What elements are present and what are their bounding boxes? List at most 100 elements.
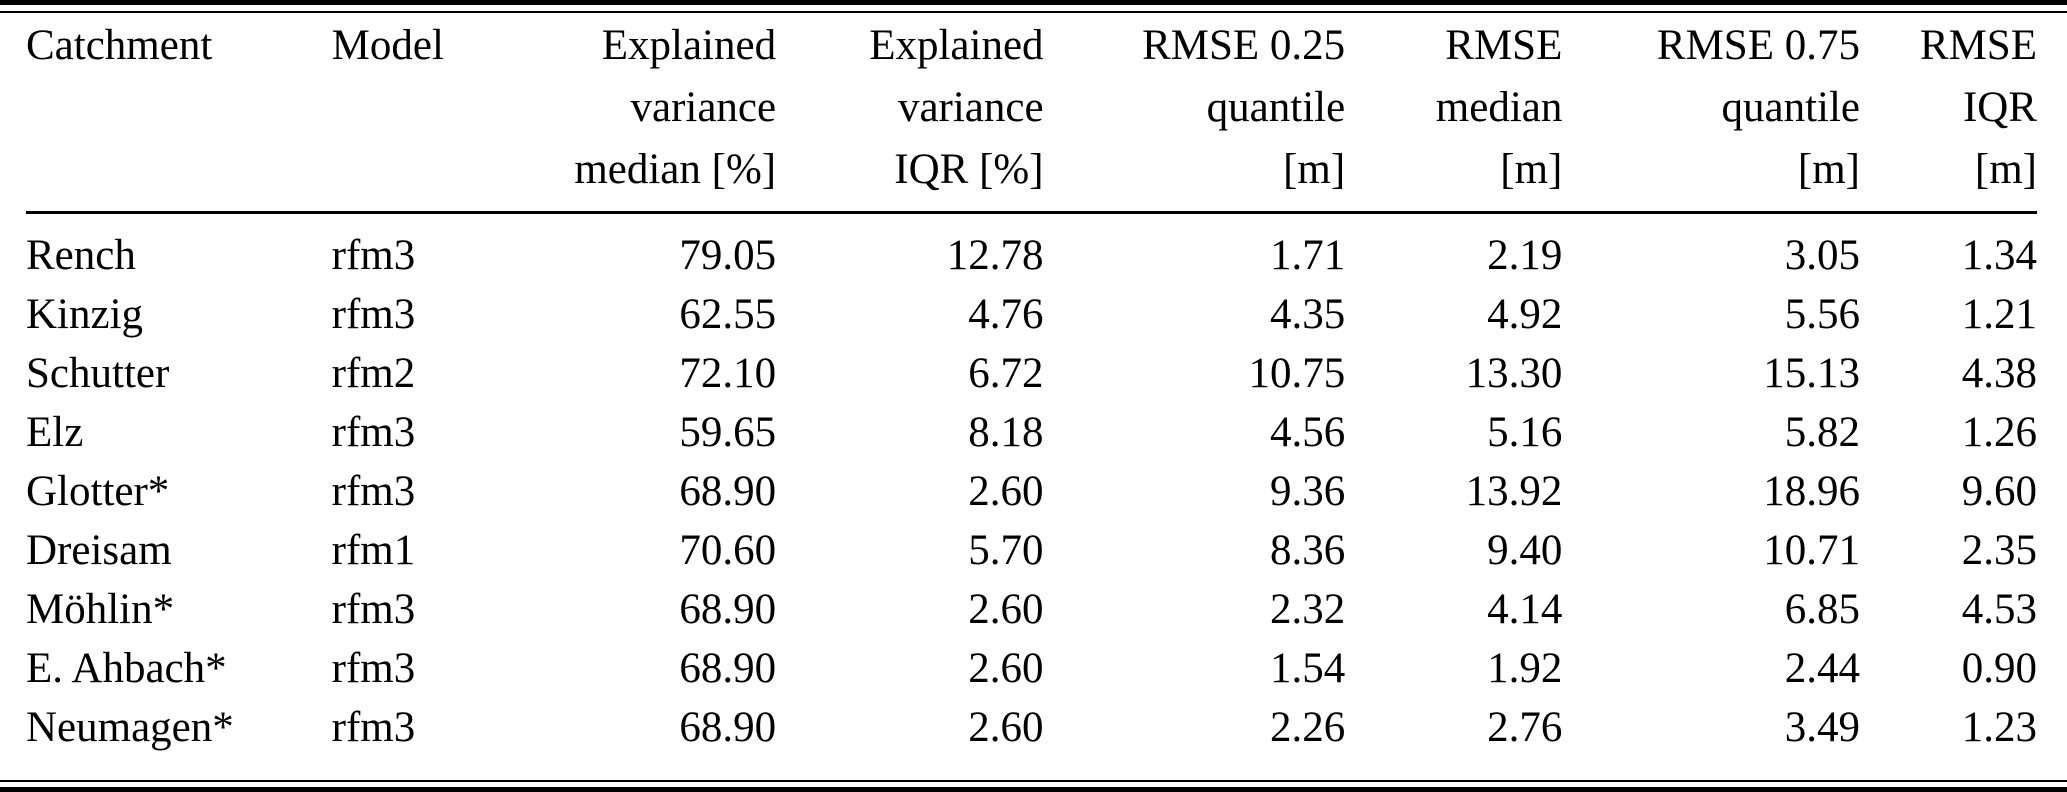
cell-rmse-median: 9.40 [1487, 527, 1563, 574]
cell-rmse-025-quantile: 1.54 [1269, 645, 1346, 692]
cell-rmse-median: 2.76 [1487, 704, 1563, 751]
table-row: Kinzig rfm3 62.55 4.76 4.35 4.92 5.56 1.21 [26, 285, 2037, 344]
col-header-rmse-025-quantile: RMSE 0.25 quantile [m] [1043, 13, 1346, 214]
col-header-catchment: Catchment [26, 13, 332, 214]
table-body: Rench rfm3 79.05 12.78 1.71 2.19 3.05 1.34 Kinzi… [26, 213, 2037, 758]
cell-rmse-075-quantile: 5.56 [1784, 291, 1860, 338]
cell-catchment: Schutter [26, 350, 170, 397]
cell-explained-variance-iqr: 6.72 [968, 350, 1044, 397]
cell-rmse-075-quantile: 3.49 [1784, 704, 1860, 751]
col-header-line: Explained [601, 22, 777, 69]
cell-rmse-iqr: 4.53 [1961, 586, 2037, 633]
cell-rmse-median: 1.92 [1487, 645, 1563, 692]
cell-catchment: Dreisam [26, 527, 172, 574]
col-header-line: variance [630, 84, 777, 131]
cell-explained-variance-iqr: 2.60 [968, 645, 1044, 692]
cell-rmse-median: 2.19 [1487, 232, 1563, 279]
cell-rmse-iqr: 0.90 [1961, 645, 2037, 692]
cell-model: rfm3 [331, 232, 416, 279]
cell-model: rfm3 [331, 409, 416, 456]
cell-catchment: Rench [26, 232, 136, 279]
cell-rmse-iqr: 9.60 [1961, 468, 2037, 515]
col-header-line: quantile [1721, 84, 1860, 131]
col-header-line: RMSE 0.25 [1142, 22, 1346, 69]
col-header-line: [m] [1797, 146, 1860, 193]
table-bottom-rules [0, 780, 2067, 792]
cell-model: rfm3 [331, 645, 416, 692]
col-header-line: [m] [1500, 146, 1563, 193]
cell-rmse-075-quantile: 18.96 [1763, 468, 1860, 515]
cell-rmse-075-quantile: 10.71 [1763, 527, 1860, 574]
cell-rmse-median: 13.92 [1465, 468, 1563, 515]
table-row: E. Ahbach* rfm3 68.90 2.60 1.54 1.92 2.44 0.90 [26, 639, 2037, 698]
table-row: Elz rfm3 59.65 8.18 4.56 5.16 5.82 1.26 [26, 403, 2037, 462]
cell-rmse-075-quantile: 5.82 [1784, 409, 1860, 456]
header-row: Catchment Model Explained variance median [%… [26, 13, 2037, 214]
col-header-line: variance [897, 84, 1044, 131]
cell-rmse-iqr: 1.34 [1961, 232, 2037, 279]
cell-explained-variance-median: 70.60 [679, 527, 777, 574]
cell-catchment: E. Ahbach* [26, 645, 227, 692]
cell-rmse-median: 13.30 [1465, 350, 1563, 397]
col-header-line: IQR [1962, 84, 2037, 131]
col-header-line: RMSE [1445, 22, 1563, 69]
results-table: Catchment Model Explained variance median [%… [26, 13, 2037, 757]
cell-rmse-iqr: 1.23 [1961, 704, 2037, 751]
cell-rmse-075-quantile: 2.44 [1784, 645, 1860, 692]
cell-explained-variance-iqr: 4.76 [968, 291, 1044, 338]
cell-explained-variance-iqr: 2.60 [968, 704, 1044, 751]
col-header-rmse-iqr: RMSE IQR [m] [1860, 13, 2037, 214]
table-bottom-rule-thin [0, 780, 2067, 782]
table-row: Schutter rfm2 72.10 6.72 10.75 13.30 15.13 4.38 [26, 344, 2037, 403]
col-header-line: median [1435, 84, 1563, 131]
cell-explained-variance-median: 68.90 [679, 704, 777, 751]
cell-rmse-025-quantile: 4.56 [1269, 409, 1346, 456]
cell-rmse-025-quantile: 10.75 [1248, 350, 1346, 397]
cell-explained-variance-iqr: 5.70 [968, 527, 1044, 574]
col-header-explained-variance-iqr: Explained variance IQR [%] [776, 13, 1044, 214]
table-header: Catchment Model Explained variance median [%… [26, 13, 2037, 214]
col-header-explained-variance-median: Explained variance median [%] [560, 13, 777, 214]
table-row: Glotter* rfm3 68.90 2.60 9.36 13.92 18.96 9.60 [26, 462, 2037, 521]
table-top-rule-thin [0, 11, 2067, 13]
table-row: Möhlin* rfm3 68.90 2.60 2.32 4.14 6.85 4.53 [26, 580, 2037, 639]
table-row: Neumagen* rfm3 68.90 2.60 2.26 2.76 3.49 1.23 [26, 698, 2037, 757]
table-bottom-rule-thick [0, 787, 2067, 792]
cell-rmse-iqr: 4.38 [1961, 350, 2037, 397]
cell-catchment: Glotter* [26, 468, 170, 515]
cell-rmse-iqr: 1.26 [1961, 409, 2037, 456]
cell-explained-variance-median: 79.05 [679, 232, 777, 279]
cell-model: rfm3 [331, 468, 416, 515]
cell-catchment: Neumagen* [26, 704, 234, 751]
cell-explained-variance-median: 68.90 [679, 645, 777, 692]
col-header-line: Catchment [26, 22, 213, 69]
cell-explained-variance-median: 68.90 [679, 586, 777, 633]
cell-rmse-025-quantile: 2.32 [1269, 586, 1346, 633]
cell-explained-variance-median: 59.65 [679, 409, 777, 456]
col-header-line: [m] [1974, 146, 2037, 193]
col-header-model: Model [331, 13, 561, 214]
table-row: Dreisam rfm1 70.60 5.70 8.36 9.40 10.71 2.35 [26, 521, 2037, 580]
col-header-line: Model [331, 22, 444, 69]
cell-model: rfm1 [331, 527, 416, 574]
col-header-line: median [%] [574, 146, 777, 193]
cell-catchment: Kinzig [26, 291, 144, 338]
cell-catchment: Möhlin* [26, 586, 175, 633]
cell-explained-variance-iqr: 2.60 [968, 586, 1044, 633]
cell-explained-variance-iqr: 8.18 [968, 409, 1044, 456]
cell-rmse-025-quantile: 9.36 [1269, 468, 1346, 515]
cell-model: rfm3 [331, 291, 416, 338]
col-header-line: RMSE [1919, 22, 2037, 69]
cell-model: rfm3 [331, 586, 416, 633]
cell-model: rfm2 [331, 350, 416, 397]
table-top-rule-thick [0, 0, 2067, 5]
cell-rmse-median: 4.14 [1487, 586, 1563, 633]
col-header-line: quantile [1206, 84, 1346, 131]
col-header-rmse-median: RMSE median [m] [1345, 13, 1563, 214]
cell-explained-variance-iqr: 2.60 [968, 468, 1044, 515]
cell-rmse-median: 4.92 [1487, 291, 1563, 338]
cell-rmse-075-quantile: 15.13 [1763, 350, 1860, 397]
col-header-line: IQR [%] [894, 146, 1044, 193]
cell-rmse-025-quantile: 1.71 [1269, 232, 1346, 279]
